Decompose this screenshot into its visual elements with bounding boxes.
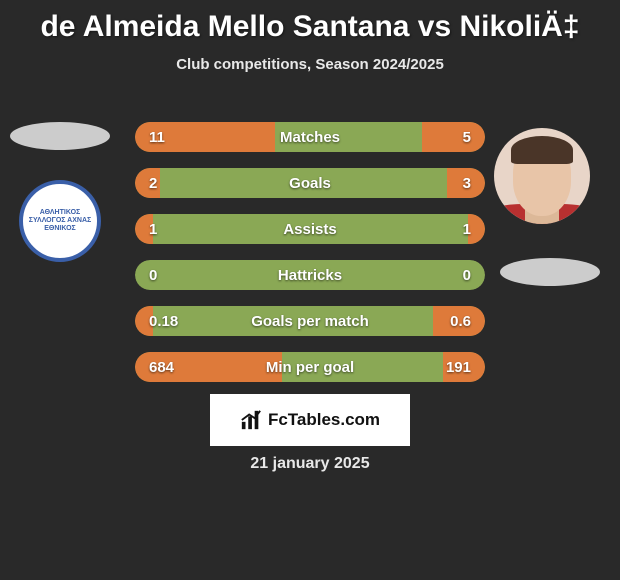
stat-bar-label: Matches <box>135 122 485 152</box>
club-badge-text: ΑΘΛΗΤΙΚΟΣ ΣΥΛΛΟΓΟΣ ΑΧΝΑΣ ΕΘΝΙΚΟΣ <box>23 209 97 232</box>
chart-icon <box>240 409 262 431</box>
stat-bar-label: Assists <box>135 214 485 244</box>
player-left-photo-placeholder <box>10 122 110 150</box>
stat-bar-row: 115Matches <box>135 122 485 152</box>
stat-bar-row: 11Assists <box>135 214 485 244</box>
stat-bar-label: Goals per match <box>135 306 485 336</box>
stat-bar-label: Goals <box>135 168 485 198</box>
player-right-photo <box>494 128 590 224</box>
stat-bar-row: 0.180.6Goals per match <box>135 306 485 336</box>
stat-bar-label: Hattricks <box>135 260 485 290</box>
player-right-photo-shadow <box>500 258 600 286</box>
stat-bar-label: Min per goal <box>135 352 485 382</box>
club-badge-left: ΑΘΛΗΤΙΚΟΣ ΣΥΛΛΟΓΟΣ ΑΧΝΑΣ ΕΘΝΙΚΟΣ <box>19 180 101 262</box>
stat-bar-row: 684191Min per goal <box>135 352 485 382</box>
page-subtitle: Club competitions, Season 2024/2025 <box>0 56 620 73</box>
date-text: 21 january 2025 <box>0 455 620 473</box>
attribution-text: FcTables.com <box>268 410 380 430</box>
stat-bar-row: 00Hattricks <box>135 260 485 290</box>
stat-bars: 115Matches 23Goals 11Assists 00Hattricks 0.1… <box>135 122 485 398</box>
stat-bar-row: 23Goals <box>135 168 485 198</box>
page-title: de Almeida Mello Santana vs NikoliÄ‡ <box>0 0 620 44</box>
attribution-badge: FcTables.com <box>210 394 410 446</box>
